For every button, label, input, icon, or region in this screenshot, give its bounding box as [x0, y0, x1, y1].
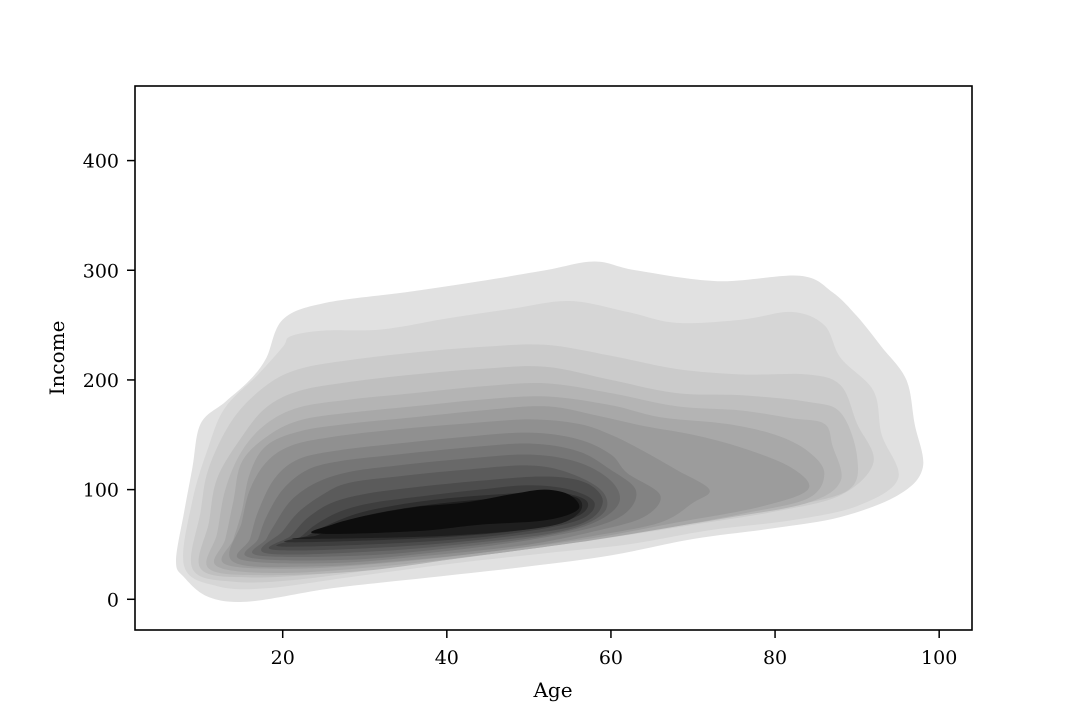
y-tick-label: 100	[83, 480, 119, 502]
x-tick-label: 80	[763, 647, 787, 669]
x-tick-label: 20	[271, 647, 295, 669]
x-tick-label: 100	[921, 647, 957, 669]
plot-frame	[134, 85, 973, 631]
x-axis-ticks: 20 40 60 80 100	[271, 630, 957, 669]
density-contours	[176, 261, 924, 602]
y-tick-label: 300	[83, 260, 119, 282]
y-tick-label: 200	[83, 370, 119, 392]
x-tick-label: 40	[435, 647, 459, 669]
y-axis-label: Income	[45, 321, 69, 396]
y-axis-ticks: 0 100 200 300 400	[83, 151, 135, 611]
x-axis-label: Age	[532, 678, 572, 702]
y-tick-label: 0	[107, 589, 119, 611]
x-tick-label: 60	[599, 647, 623, 669]
contour-level-17	[311, 489, 580, 534]
y-tick-label: 400	[83, 151, 119, 173]
